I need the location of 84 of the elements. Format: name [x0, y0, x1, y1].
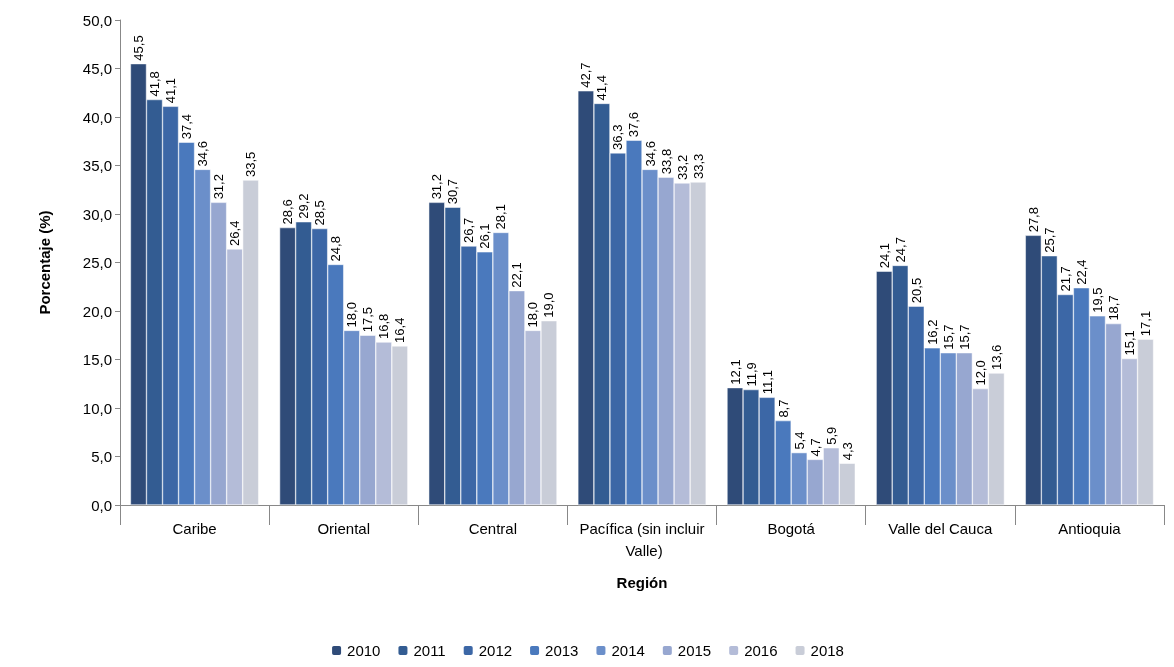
data-label: 16,8	[376, 313, 392, 340]
data-label: 19,0	[541, 292, 557, 318]
data-label: 15,7	[940, 324, 956, 350]
y-tick-label: 15,0	[82, 351, 112, 368]
x-tick-label: Valle del Cauca	[888, 519, 993, 537]
data-label: 33,3	[690, 153, 706, 179]
legend-label: 2013	[545, 642, 579, 659]
x-tick-label: Oriental	[317, 519, 370, 537]
data-label: 34,6	[195, 141, 211, 167]
data-label: 26,4	[227, 220, 243, 246]
data-label: 33,8	[658, 148, 674, 175]
y-tick-label: 30,0	[82, 205, 112, 223]
data-label: 5,4	[791, 431, 807, 450]
data-label: 28,1	[493, 204, 509, 230]
data-label: 41,4	[594, 75, 610, 101]
data-label: 4,7	[807, 438, 823, 457]
data-label: 31,2	[211, 174, 227, 200]
legend-label: 2011	[413, 642, 446, 659]
legend-label: 2014	[611, 642, 645, 659]
data-label: 22,1	[509, 262, 525, 288]
data-label: 28,5	[312, 200, 328, 226]
x-tick-label: Central	[468, 519, 518, 537]
y-tick-label: 10,0	[82, 399, 112, 417]
data-label: 5,9	[823, 426, 839, 445]
data-label: 12,1	[727, 359, 743, 385]
x-tick-label: Bogotá	[767, 519, 816, 537]
legend-label: 2012	[478, 642, 513, 659]
data-label: 15,1	[1122, 330, 1138, 356]
data-label: 31,2	[429, 174, 445, 200]
data-label: 24,7	[892, 237, 908, 263]
data-label: 33,5	[243, 151, 259, 178]
x-tick-label: Pacífica (sin incluir Valle)	[579, 519, 705, 559]
data-label: 8,7	[775, 399, 791, 418]
data-label: 16,4	[392, 317, 408, 343]
y-tick-label: 35,0	[82, 157, 112, 174]
data-label: 21,7	[1057, 266, 1073, 292]
legend-label: 2016	[744, 642, 778, 659]
y-tick-label: 40,0	[82, 108, 112, 126]
data-label: 24,1	[876, 242, 892, 269]
y-tick-label: 45,0	[82, 60, 112, 77]
data-label: 17,5	[360, 306, 376, 333]
y-tick-label: 25,0	[82, 254, 112, 271]
data-label: 18,0	[344, 302, 360, 328]
y-tick-label: 50,0	[82, 11, 112, 29]
data-label: 4,3	[839, 442, 855, 461]
data-label: 13,6	[988, 344, 1004, 371]
data-label: 41,8	[146, 71, 162, 97]
data-label: 22,4	[1073, 259, 1089, 285]
data-label: 30,7	[445, 178, 461, 205]
data-label: 12,0	[972, 360, 988, 386]
data-label: 27,8	[1025, 207, 1041, 233]
data-label: 34,6	[642, 141, 658, 167]
data-label: 11,9	[743, 362, 759, 387]
data-label: 20,5	[908, 277, 924, 304]
data-label: 18,7	[1105, 295, 1121, 321]
data-label: 26,1	[477, 223, 493, 249]
data-label: 25,7	[1041, 227, 1057, 253]
data-label: 16,2	[924, 319, 940, 345]
data-label: 17,1	[1138, 310, 1154, 337]
x-axis-title: Región	[616, 574, 668, 591]
data-label: 42,7	[578, 62, 594, 88]
data-label: 36,3	[610, 124, 626, 150]
data-label: 26,7	[461, 217, 477, 244]
data-label: 33,2	[674, 154, 690, 180]
y-axis-title: Porcentaje (%)	[36, 210, 53, 315]
data-label: 29,2	[296, 193, 312, 219]
data-label: 24,8	[328, 236, 344, 262]
data-label: 28,6	[280, 199, 296, 225]
x-tick-label: Antioquia	[1058, 519, 1122, 537]
data-label: 11,1	[759, 369, 775, 395]
data-label: 18,0	[525, 302, 541, 328]
x-tick-label: Caribe	[172, 519, 217, 537]
data-label: 37,4	[179, 113, 195, 140]
legend-label: 2015	[677, 642, 712, 659]
y-tick-label: 5,0	[91, 448, 112, 465]
y-tick-label: 0,0	[91, 496, 112, 514]
data-label: 41,1	[163, 78, 179, 104]
data-label: 45,5	[130, 35, 146, 61]
data-label: 19,5	[1089, 287, 1105, 313]
y-tick-label: 20,0	[82, 302, 112, 320]
legend-label: 2010	[347, 642, 381, 659]
data-label: 37,6	[626, 111, 642, 138]
data-label: 15,7	[956, 324, 972, 350]
legend-label: 2018	[810, 642, 844, 659]
